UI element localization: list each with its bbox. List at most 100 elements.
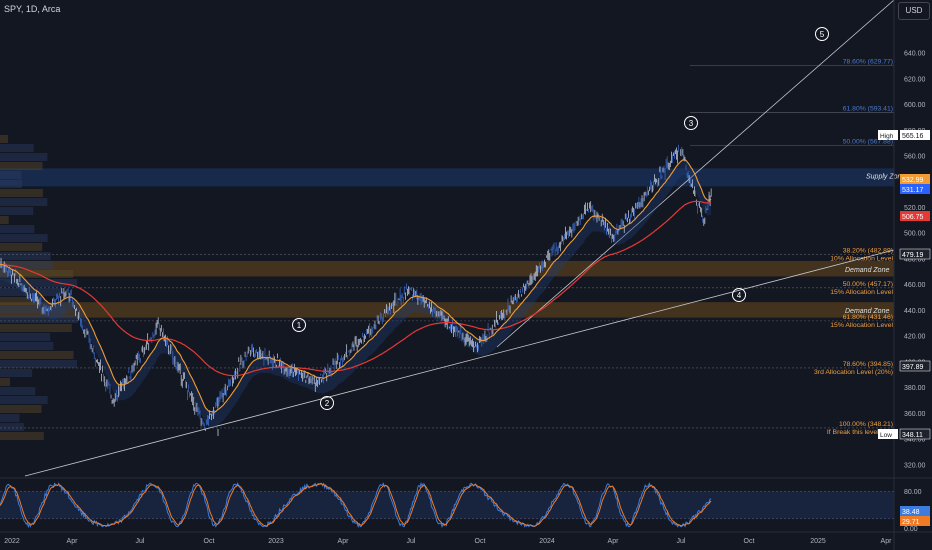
x-tick-label: Jul <box>136 538 145 545</box>
fib-label-5: 61.80% (431.46) <box>843 314 893 321</box>
volume-bar <box>0 297 40 305</box>
oscillator-pane: 80.00 0.00 38.48 29.71 <box>0 477 932 533</box>
volume-bar <box>0 315 78 323</box>
y-tick-label: 360.00 <box>904 411 926 418</box>
fib-label-6: 78.60% (394.85) <box>843 361 893 368</box>
price-label-box-5 <box>899 360 931 372</box>
y-tick-label: 520.00 <box>904 205 926 212</box>
volume-bar <box>0 198 48 206</box>
y-tick-label: 440.00 <box>904 308 926 315</box>
fib-sub-5: 15% Allocation Level <box>830 322 893 329</box>
fib-label-0: 78.60% (629.77) <box>843 59 893 66</box>
fib-label-1: 61.80% (593.41) <box>843 106 893 113</box>
x-tick-label: Jul <box>407 538 416 545</box>
wave-label-4: 4 <box>732 288 746 302</box>
x-tick-label: Oct <box>744 538 755 545</box>
volume-bar <box>0 135 8 143</box>
osc-tick-label: 80.00 <box>904 489 922 496</box>
ema-slow-line <box>0 200 712 377</box>
price-tag-0: High <box>880 133 894 140</box>
volume-bar <box>0 414 20 422</box>
trendline-lower <box>24 249 895 477</box>
volume-bar <box>0 387 36 395</box>
wave-number: 5 <box>820 30 825 39</box>
x-tick-label: 2023 <box>268 538 284 545</box>
price-label-box-6 <box>899 428 931 440</box>
y-tick-label: 640.00 <box>904 51 926 58</box>
volume-bar <box>0 171 22 179</box>
volume-bar <box>0 288 63 296</box>
volume-bar <box>0 324 72 332</box>
wave-number: 2 <box>325 399 330 408</box>
price-label-2: 531.17 <box>902 187 924 194</box>
volume-bar <box>0 234 48 242</box>
price-label-box-3 <box>900 211 930 221</box>
osc-value-1: 29.71 <box>902 519 920 526</box>
x-tick-label: 2024 <box>539 538 555 545</box>
y-tick-label: 320.00 <box>904 462 926 469</box>
stoch-d-line <box>0 483 712 527</box>
x-tick-label: 2022 <box>4 538 20 545</box>
zone-label-1: Demand Zone <box>845 267 889 274</box>
price-axis: 640.00620.00600.00580.00560.00540.00520.… <box>878 0 931 550</box>
x-tick-label: Apr <box>338 538 350 545</box>
y-tick-label: 620.00 <box>904 76 926 83</box>
price-label-0: 565.16 <box>902 133 924 140</box>
ema-cloud <box>0 159 712 428</box>
volume-bar <box>0 360 78 368</box>
zone-2 <box>0 302 894 318</box>
price-label-3: 506.75 <box>902 214 924 221</box>
wave-number: 1 <box>297 321 302 330</box>
volume-bar <box>0 351 74 359</box>
price-label-box-4 <box>899 248 931 260</box>
volume-bar <box>0 405 42 413</box>
volume-bar <box>0 378 11 386</box>
volume-bar <box>0 252 51 260</box>
x-tick-label: Jul <box>677 538 686 545</box>
volume-bar <box>0 243 43 251</box>
volume-bar <box>0 216 9 224</box>
zone-1 <box>0 261 894 277</box>
x-tick-label: Apr <box>881 538 893 545</box>
osc-value-box-0 <box>900 506 930 516</box>
stoch-band <box>0 491 894 519</box>
symbol-title[interactable]: SPY, 1D, Arca <box>4 4 61 14</box>
currency-button[interactable]: USD <box>898 2 930 20</box>
price-label-box-0 <box>900 130 930 140</box>
price-tag-box-6 <box>878 429 898 439</box>
y-tick-label: 480.00 <box>904 256 926 263</box>
wave-number: 3 <box>689 119 694 128</box>
zone-label-2: Demand Zone <box>845 308 889 315</box>
price-label-6: 348.11 <box>902 432 923 439</box>
fib-label-4: 50.00% (457.17) <box>843 281 893 288</box>
y-tick-label: 500.00 <box>904 231 926 238</box>
price-label-box-2 <box>900 184 930 194</box>
volume-bar <box>0 153 48 161</box>
fib-label-2: 50.00% (567.88) <box>843 138 893 145</box>
y-tick-label: 420.00 <box>904 334 926 341</box>
osc-value-box-1 <box>900 516 930 526</box>
wave-label-5: 5 <box>815 27 829 41</box>
volume-bar <box>0 207 34 215</box>
wave-label-2: 2 <box>320 396 334 410</box>
volume-bar <box>0 261 53 269</box>
osc-tick-label: 0.00 <box>904 526 918 533</box>
y-tick-label: 560.00 <box>904 154 926 161</box>
volume-bar <box>0 189 43 197</box>
wave-label-1: 1 <box>292 318 306 332</box>
zone-label-0: Supply Zone <box>866 173 905 180</box>
price-label-box-1 <box>900 174 930 184</box>
volume-bar <box>0 162 43 170</box>
volume-bar <box>0 225 35 233</box>
time-axis: 2022 Apr Jul Oct 2023 Apr Jul Oct 2024 Apr Jul Oct 2… <box>0 531 932 545</box>
price-label-1: 532.99 <box>902 177 924 184</box>
volume-bar <box>0 432 44 440</box>
trendline-upper <box>496 0 895 348</box>
volume-bar <box>0 342 54 350</box>
volume-bar <box>0 180 23 188</box>
fib-sub-7: If Break this level, Cut <box>827 429 893 436</box>
fib-sub-6: 3rd Allocation Level (20%) <box>814 369 893 376</box>
volume-bar <box>0 279 78 287</box>
